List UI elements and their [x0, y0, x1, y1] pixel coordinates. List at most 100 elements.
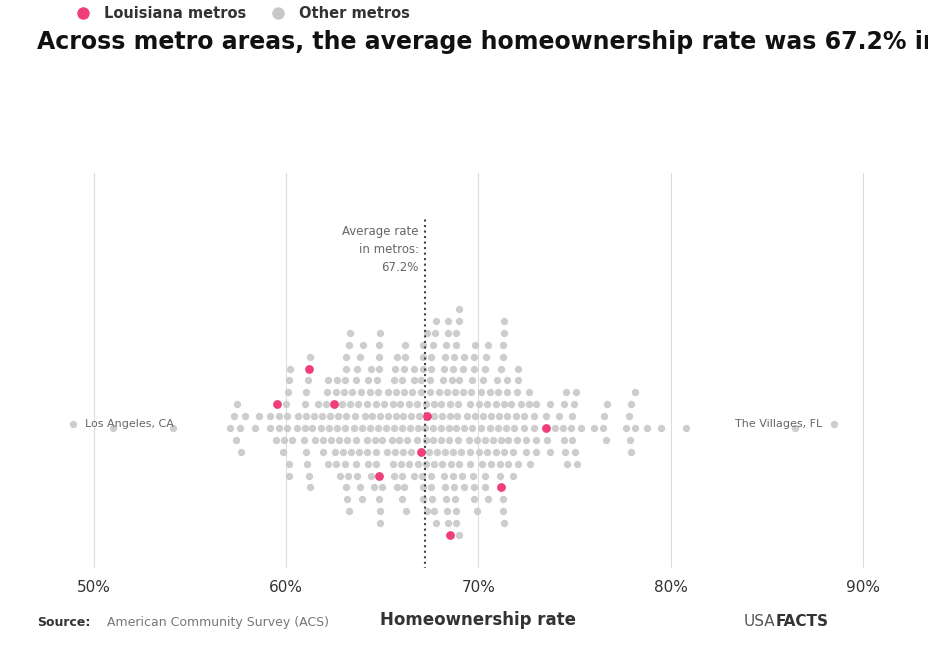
Point [622, 435, 637, 446]
Point [363, 423, 378, 434]
Point [439, 340, 454, 350]
Point [423, 471, 438, 481]
Point [268, 435, 283, 446]
Point [627, 423, 642, 434]
Point [281, 459, 296, 469]
Point [342, 399, 357, 410]
Point [279, 411, 294, 422]
Point [285, 435, 300, 446]
Point [271, 411, 286, 422]
Point [386, 375, 401, 386]
Point [323, 435, 338, 446]
Point [416, 340, 431, 350]
Point [498, 423, 513, 434]
Point [466, 494, 481, 505]
Point [395, 387, 410, 398]
Point [342, 506, 356, 517]
Point [426, 435, 441, 446]
Point [331, 435, 346, 446]
Point [402, 459, 417, 469]
Point [316, 447, 330, 457]
Point [556, 435, 571, 446]
Point [447, 494, 462, 505]
Point [302, 483, 316, 493]
Point [428, 316, 443, 327]
Point [319, 387, 334, 398]
Point [229, 399, 244, 410]
Point [337, 423, 352, 434]
Point [510, 364, 525, 374]
Point [426, 411, 441, 422]
Point [367, 435, 381, 446]
Point [307, 435, 322, 446]
Point [389, 352, 404, 362]
Point [564, 435, 579, 446]
Point [451, 316, 466, 327]
Point [477, 364, 492, 374]
Point [496, 447, 510, 457]
Point [338, 375, 353, 386]
Point [306, 411, 321, 422]
Point [465, 471, 480, 481]
Point [516, 411, 531, 422]
Point [363, 364, 378, 374]
Point [392, 435, 406, 446]
Point [422, 387, 437, 398]
Point [263, 411, 277, 422]
Point [415, 364, 430, 374]
Point [359, 435, 374, 446]
Point [338, 459, 353, 469]
Point [370, 387, 385, 398]
Point [405, 387, 419, 398]
Point [328, 387, 342, 398]
Point [300, 459, 315, 469]
Point [311, 399, 326, 410]
Point [323, 411, 338, 422]
Point [503, 399, 518, 410]
Point [304, 423, 319, 434]
Point [409, 435, 424, 446]
Point [457, 423, 471, 434]
Point [448, 328, 463, 338]
Legend: Louisiana metros, Other metros: Louisiana metros, Other metros [63, 1, 415, 27]
Point [595, 423, 610, 434]
Point [485, 435, 500, 446]
Point [397, 352, 412, 362]
Point [360, 375, 375, 386]
Point [617, 423, 632, 434]
Point [433, 423, 448, 434]
Point [638, 423, 653, 434]
Point [437, 483, 452, 493]
Point [394, 423, 409, 434]
Text: Los Angeles, CA: Los Angeles, CA [84, 419, 174, 430]
Point [493, 435, 508, 446]
Point [451, 530, 466, 541]
Point [318, 399, 333, 410]
Point [440, 518, 455, 529]
Point [446, 352, 461, 362]
Point [475, 375, 490, 386]
Point [396, 483, 411, 493]
Point [556, 399, 571, 410]
Point [461, 435, 476, 446]
Point [477, 471, 492, 481]
Point [374, 483, 389, 493]
Point [388, 387, 403, 398]
Point [165, 423, 180, 434]
Point [492, 471, 507, 481]
Point [481, 340, 496, 350]
Point [445, 483, 460, 493]
Point [329, 423, 344, 434]
Point [496, 518, 510, 529]
Point [426, 506, 441, 517]
Point [350, 399, 365, 410]
Point [496, 316, 511, 327]
Point [301, 375, 316, 386]
Point [490, 423, 505, 434]
Point [329, 459, 343, 469]
Point [275, 447, 290, 457]
Point [394, 471, 409, 481]
Point [440, 316, 455, 327]
Point [299, 387, 314, 398]
Point [352, 483, 367, 493]
